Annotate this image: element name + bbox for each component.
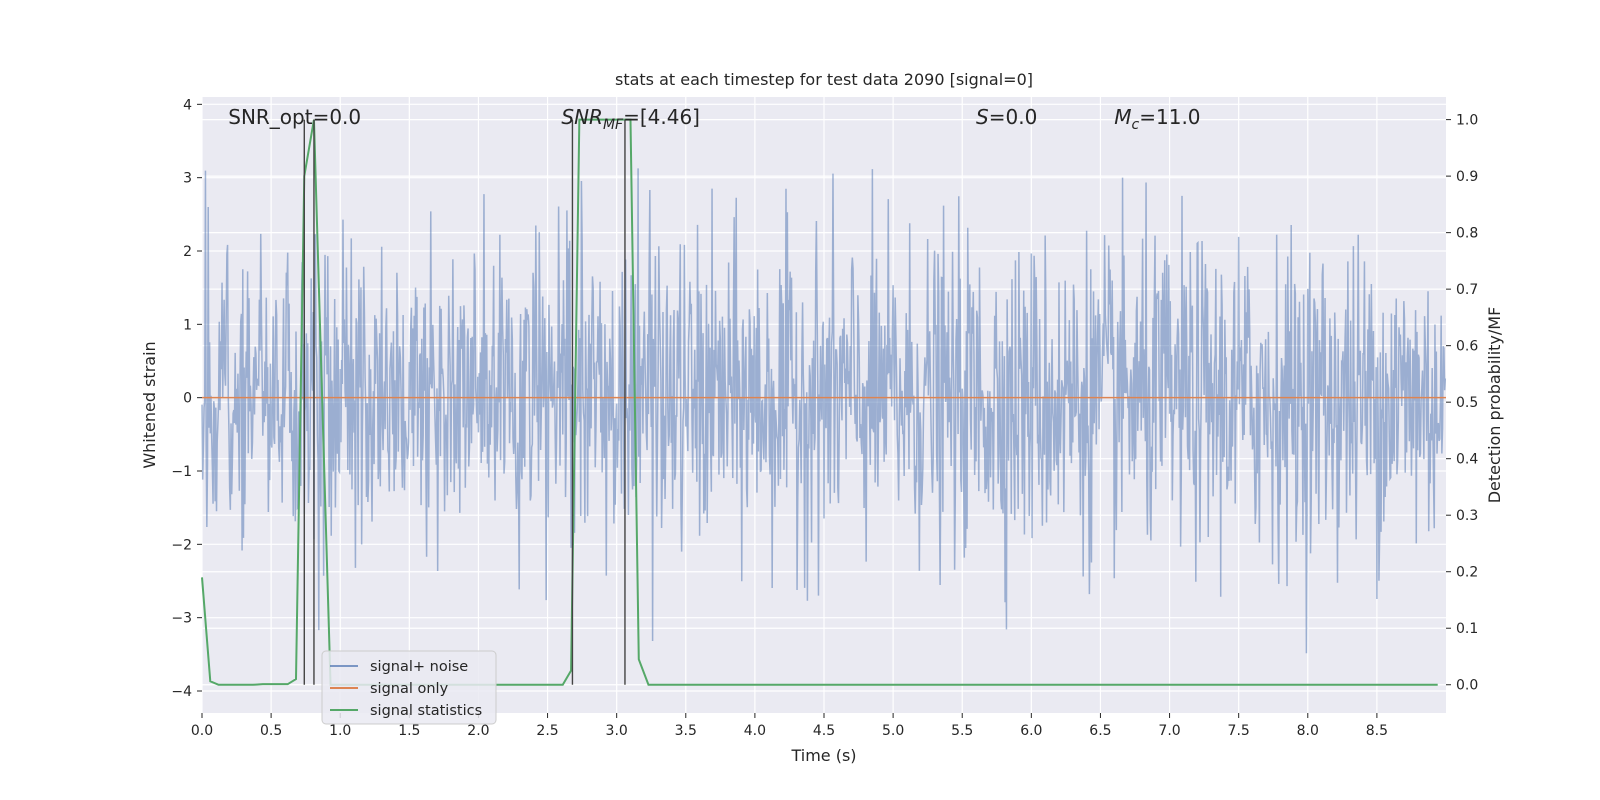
- x-tick-label: 0.0: [191, 723, 213, 739]
- y-tick-label-right: 0.8: [1456, 226, 1478, 242]
- y-tick-label-left: 1: [183, 317, 192, 333]
- y-tick-label-right: 0.0: [1456, 678, 1478, 694]
- y-tick-label-left: 4: [183, 97, 192, 113]
- x-tick-label: 7.0: [1158, 723, 1180, 739]
- x-tick-label: 0.5: [260, 723, 282, 739]
- y-tick-label-right: 0.3: [1456, 508, 1478, 524]
- y-tick-label-left: −3: [171, 611, 192, 627]
- y-tick-label-left: −1: [171, 464, 192, 480]
- y-tick-label-left: −4: [171, 684, 192, 700]
- y-axis-label-left: Whitened strain: [140, 341, 159, 468]
- x-tick-label: 2.5: [536, 723, 558, 739]
- y-tick-label-right: 0.6: [1456, 339, 1478, 355]
- axes: 0.0 0.5 1.0 1.5 2.0 2.5 3.0 3.5 4.0 4.5 5.0 5.5 6.0 6…: [171, 97, 1478, 739]
- chart-title: stats at each timestep for test data 209…: [615, 70, 1033, 89]
- x-tick-label: 1.5: [398, 723, 420, 739]
- x-tick-label: 3.5: [675, 723, 697, 739]
- x-tick-label: 8.0: [1297, 723, 1319, 739]
- legend: signal+ noise signal only signal statistic…: [321, 650, 497, 725]
- legend-box: [321, 650, 497, 725]
- y-tick-label-left: 2: [183, 244, 192, 260]
- y-tick-label-left: −2: [171, 537, 192, 553]
- x-tick-label: 8.5: [1366, 723, 1388, 739]
- annotations: SNR_opt=0.0 SNRMF=[4.46] S=0.0 Mc=11.0: [228, 105, 1200, 133]
- x-axis-label: Time (s): [790, 746, 856, 765]
- y-tick-label-right: 0.9: [1456, 169, 1478, 185]
- y-tick-label-right: 1.0: [1456, 113, 1478, 129]
- y-tick-label-right: 0.4: [1456, 452, 1478, 468]
- y-tick-label-right: 0.2: [1456, 565, 1478, 581]
- y-tick-label-left: 3: [183, 171, 192, 187]
- annotation-text: SNR_opt=0.0: [228, 105, 361, 129]
- x-tick-label: 4.5: [813, 723, 835, 739]
- legend-entry: signal statistics: [370, 703, 482, 719]
- x-tick-label: 5.5: [951, 723, 973, 739]
- x-tick-label: 1.0: [329, 723, 351, 739]
- annotation-text: S=0.0: [976, 105, 1037, 129]
- y-tick-label-right: 0.7: [1456, 282, 1478, 298]
- x-tick-label: 7.5: [1228, 723, 1250, 739]
- annotation-text: Mc=11.0: [1114, 105, 1200, 133]
- x-tick-label: 6.5: [1089, 723, 1111, 739]
- vertical-marker-lines: [303, 119, 626, 685]
- legend-entry: signal+ noise: [370, 659, 468, 675]
- x-tick-label: 3.0: [606, 723, 628, 739]
- x-tick-label: 4.0: [744, 723, 766, 739]
- y-axis-label-right: Detection probability/MF: [1485, 307, 1504, 504]
- legend-entry: signal only: [370, 681, 449, 697]
- y-tick-label-left: 0: [183, 391, 192, 407]
- x-tick-label: 2.0: [467, 723, 489, 739]
- y-tick-label-right: 0.5: [1456, 395, 1478, 411]
- annotation-text: SNRMF=[4.46]: [561, 105, 700, 133]
- y-tick-label-right: 0.1: [1456, 621, 1478, 637]
- series-signal-noise: [201, 168, 1447, 654]
- x-tick-label: 5.0: [882, 723, 904, 739]
- x-tick-label: 6.0: [1020, 723, 1042, 739]
